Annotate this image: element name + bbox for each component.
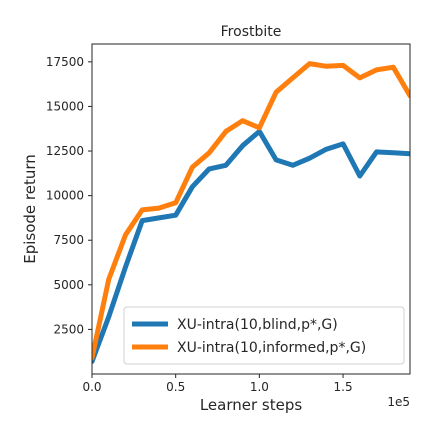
- y-tick-label: 17500: [46, 55, 84, 69]
- y-axis-label: Episode return: [21, 154, 39, 264]
- legend-label-blind: XU-intra(10,blind,p*,G): [177, 317, 338, 333]
- x-tick-label: 1.0: [250, 380, 269, 394]
- x-tick-label: 1.5: [334, 380, 353, 394]
- y-tick-label: 10000: [46, 189, 84, 203]
- y-tick-label: 2500: [53, 322, 84, 336]
- chart-title: Frostbite: [221, 24, 282, 40]
- x-axis-multiplier: 1e5: [387, 395, 410, 409]
- legend: XU-intra(10,blind,p*,G) XU-intra(10,info…: [123, 306, 405, 365]
- y-tick-label: 7500: [53, 233, 84, 247]
- series-lines: [92, 61, 410, 364]
- x-tick-label: 0.0: [82, 380, 101, 394]
- plot-frame: [91, 43, 411, 375]
- legend-box: [123, 306, 405, 365]
- axis-ticks: 0.0 0.5 1.0 1.5 2500 5000 7500 10000 12500 15000 1…: [46, 55, 353, 394]
- series-line-0: [92, 128, 410, 364]
- y-tick-label: 15000: [46, 99, 84, 113]
- y-tick-label: 12500: [46, 144, 84, 158]
- legend-label-informed: XU-intra(10,informed,p*,G): [177, 340, 366, 356]
- y-tick-label: 5000: [53, 278, 84, 292]
- x-tick-label: 0.5: [166, 380, 185, 394]
- series-line-1: [92, 61, 410, 361]
- x-axis-label: Learner steps: [200, 396, 303, 414]
